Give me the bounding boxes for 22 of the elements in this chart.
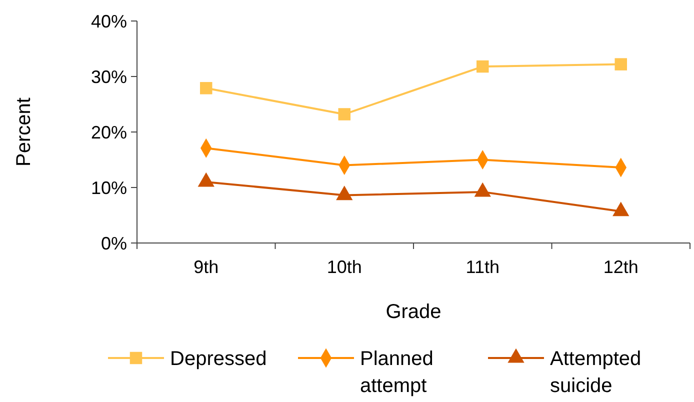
point	[198, 172, 214, 187]
y-tick-label: 40%	[90, 11, 127, 32]
y-tick-label: 0%	[100, 233, 127, 254]
point	[614, 58, 627, 70]
point	[476, 60, 489, 73]
point	[474, 182, 491, 197]
y-tick-label: 10%	[90, 178, 127, 198]
x-tick-label: 12th	[603, 257, 638, 277]
point	[200, 82, 212, 94]
x-tick-label: 9th	[194, 257, 219, 277]
y-axis-title: Percent	[13, 97, 35, 166]
point	[338, 108, 350, 120]
y-tick-label: 30%	[90, 66, 127, 87]
point	[336, 186, 353, 200]
legend-label: Planned attempt	[360, 348, 434, 397]
x-tick-label: 11th	[466, 257, 500, 277]
y-tick-label: 20%	[90, 122, 127, 142]
x-axis-title: Grade	[386, 301, 442, 323]
x-tick-label: 10th	[326, 257, 362, 277]
point	[612, 202, 630, 216]
legend-label: Attempted suicide	[550, 348, 642, 397]
legend-label: Depressed	[170, 348, 267, 370]
